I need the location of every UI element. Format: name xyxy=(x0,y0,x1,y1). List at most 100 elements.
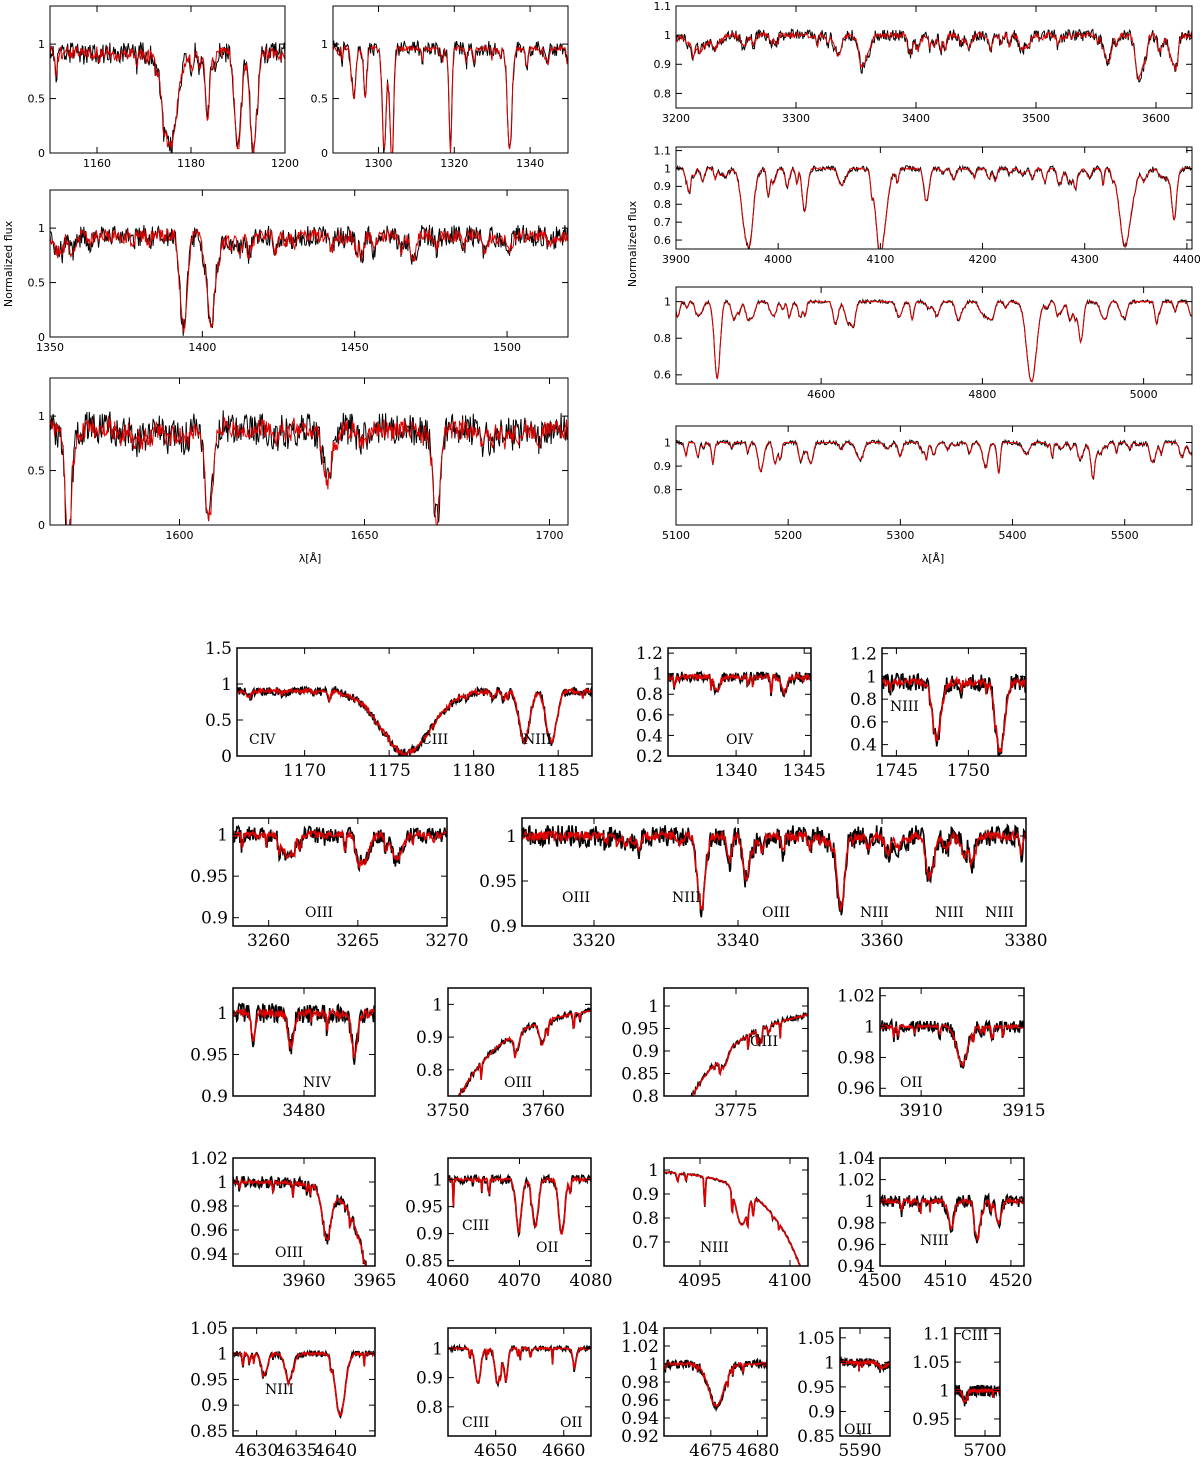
x-tick-label: 3600 xyxy=(1142,112,1170,125)
panel-frame xyxy=(447,1327,592,1437)
line-id-label: OII xyxy=(900,1075,923,1091)
x-tick-label: 3960 xyxy=(282,1271,325,1291)
x-tick-label: 3320 xyxy=(572,931,615,951)
line-id-label: OIII xyxy=(750,1034,778,1050)
y-tick-label: 0.8 xyxy=(654,198,672,211)
y-tick-label: 1 xyxy=(864,1018,875,1038)
model-spectrum-p6 xyxy=(676,166,1192,249)
y-tick-label: 1.05 xyxy=(190,1319,228,1339)
y-tick-label: 0 xyxy=(221,747,232,767)
y-tick-label: 0.95 xyxy=(621,1019,659,1039)
panel-frame xyxy=(49,5,286,154)
line-id-label: OII xyxy=(536,1240,559,1256)
x-tick-label: 1500 xyxy=(493,341,521,354)
x-tick-label: 4680 xyxy=(736,1441,779,1461)
y-tick-label: 1 xyxy=(38,410,45,423)
model-spectrum-z7 xyxy=(457,1009,591,1096)
y-tick-label: 1 xyxy=(648,997,659,1017)
model-spectrum-z1 xyxy=(237,686,592,756)
y-axis-title-left: Normalized flux xyxy=(2,220,15,307)
x-tick-label: 3480 xyxy=(282,1101,325,1121)
y-axis-title: Normalized flux xyxy=(626,200,639,287)
x-tick-label: 5590 xyxy=(838,1441,881,1461)
panel-frame xyxy=(447,987,592,1097)
y-tick-label: 0.9 xyxy=(632,1185,659,1205)
x-axis-title-right: λ[Å] xyxy=(922,552,945,565)
model-spectrum-z5 xyxy=(522,829,1026,911)
observed-spectrum-p5 xyxy=(676,28,1192,83)
x-tick-label: 4650 xyxy=(474,1441,517,1461)
panel-p8: 5100 5200 5300 5400 5500 0.8 0.9 1 xyxy=(654,425,1193,542)
y-tick-label: 0.9 xyxy=(654,180,672,193)
panel-z9: 3910 3915 0.96 0.98 1 1.02 OII xyxy=(837,987,1045,1121)
x-tick-label: 4300 xyxy=(1071,253,1099,266)
x-tick-label: 1300 xyxy=(364,157,392,170)
y-tick-label: 0.5 xyxy=(205,711,232,731)
y-tick-label: 0.9 xyxy=(201,1087,228,1107)
line-id-label: NIV xyxy=(303,1075,332,1091)
panel-z5: 3320 3340 3360 3380 0.9 0.95 1 OIII NIII OIII NIII… xyxy=(479,817,1048,951)
y-tick-label: 1 xyxy=(864,1192,875,1212)
x-tick-label: 3910 xyxy=(900,1101,943,1121)
observed-spectrum-z8 xyxy=(690,1011,808,1096)
line-id-label: CIII xyxy=(462,1415,489,1431)
x-tick-label: 3400 xyxy=(902,112,930,125)
line-id-label: CIV xyxy=(249,732,276,748)
x-tick-label: 3915 xyxy=(1002,1101,1045,1121)
x-tick-label: 4660 xyxy=(542,1441,585,1461)
y-tick-label: 1.1 xyxy=(923,1325,950,1345)
panel-z2: 1340 1345 0.20.40.60.811.2 OIV xyxy=(636,644,826,781)
model-spectrum-z16 xyxy=(664,1360,767,1408)
x-tick-label: 4100 xyxy=(866,253,894,266)
panel-frame xyxy=(879,1157,1025,1267)
model-spectrum-z18 xyxy=(955,1386,1000,1404)
y-tick-label: 1 xyxy=(217,1004,228,1024)
y-tick-label: 0.8 xyxy=(850,690,877,710)
panel-p7: 4600 4800 5000 0.6 0.8 1 xyxy=(654,286,1193,401)
model-spectrum-z3 xyxy=(882,675,1026,753)
line-id-label: OIII xyxy=(275,1245,303,1261)
y-tick-label: 0.6 xyxy=(654,369,672,382)
panel-z10: 3960 3965 0.94 0.96 0.98 1 1.02 OIII xyxy=(190,1149,396,1291)
y-tick-label: 1 xyxy=(664,162,671,175)
model-spectrum-z6 xyxy=(233,1006,375,1059)
y-tick-label: 0.5 xyxy=(28,464,46,477)
y-tick-label: 0.8 xyxy=(632,1209,659,1229)
y-tick-label: 0.8 xyxy=(654,332,672,345)
x-tick-label: 3965 xyxy=(353,1271,396,1291)
line-id-label: NIII xyxy=(890,699,919,715)
y-tick-label: 0.5 xyxy=(311,92,329,105)
y-tick-label: 0.98 xyxy=(837,1048,875,1068)
model-spectrum-z15 xyxy=(448,1345,591,1385)
panel-p5: 3200 3300 3400 3500 3600 0.8 0.9 1 1.1 xyxy=(654,0,1193,125)
y-tick-label: 0.96 xyxy=(837,1079,875,1099)
y-tick-label: 0.95 xyxy=(797,1378,835,1398)
y-tick-label: 1 xyxy=(506,827,517,847)
x-tick-label: 5700 xyxy=(963,1441,1006,1461)
y-tick-label: 0.6 xyxy=(654,234,672,247)
y-tick-label: 1.02 xyxy=(190,1149,228,1169)
model-spectrum-z13 xyxy=(880,1196,1024,1241)
y-tick-label: 0.9 xyxy=(201,1396,228,1416)
model-spectrum-p4 xyxy=(50,415,568,525)
observed-spectrum-z10 xyxy=(233,1175,367,1266)
line-id-label: CIII xyxy=(961,1328,988,1344)
panel-frame xyxy=(675,146,1193,250)
x-tick-label: 1185 xyxy=(537,761,580,781)
y-tick-label: 0.98 xyxy=(190,1197,228,1217)
x-tick-label: 5000 xyxy=(1130,388,1158,401)
y-tick-label: 1 xyxy=(824,1353,835,1373)
model-spectrum-p3 xyxy=(50,228,568,334)
panel-frame xyxy=(954,1327,1001,1437)
line-id-label: OIII xyxy=(562,890,590,906)
y-tick-label: 0.95 xyxy=(405,1198,443,1218)
x-tick-label: 4000 xyxy=(764,253,792,266)
x-tick-label: 1180 xyxy=(452,761,495,781)
y-tick-label: 0.94 xyxy=(837,1257,875,1277)
x-tick-label: 4200 xyxy=(969,253,997,266)
y-tick-label: 1.05 xyxy=(797,1329,835,1349)
y-tick-label: 0.9 xyxy=(808,1402,835,1422)
